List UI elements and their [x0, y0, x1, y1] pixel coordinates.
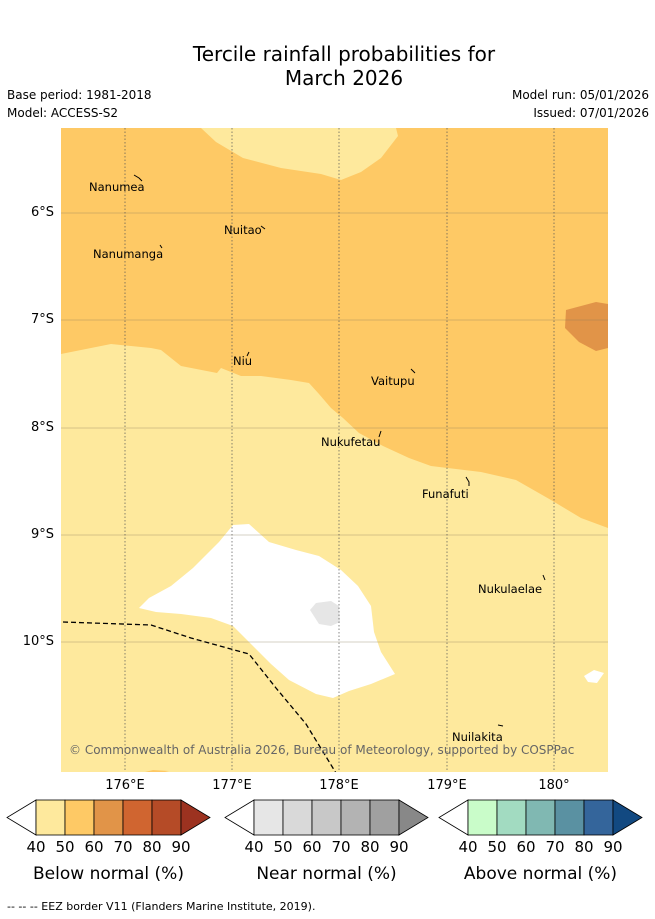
- above-colorbar-bin-70: [554, 799, 585, 836]
- lon-label-178e: 178°E: [319, 778, 359, 793]
- below-colorbar-bin-60: [93, 799, 124, 836]
- lat-label-9s: 9°S: [30, 527, 54, 542]
- above-colorbar-tick-50: 50: [487, 838, 507, 856]
- model-name: Model: ACCESS-S2: [7, 106, 119, 120]
- lon-label-177e: 177°E: [212, 778, 252, 793]
- island-label-vaitupu: Vaitupu: [371, 374, 415, 388]
- lat-label-6s: 6°S: [30, 205, 54, 220]
- longitude-gridlines: [124, 128, 555, 772]
- above-colorbar-tick-90: 90: [603, 838, 623, 856]
- above-colorbar-high-extension: [612, 799, 643, 836]
- near-colorbar-bin-70: [340, 799, 371, 836]
- below-colorbar-tick-40: 40: [26, 838, 46, 856]
- above-colorbar-tick-40: 40: [458, 838, 478, 856]
- island-label-nuilakita: Nuilakita: [452, 730, 503, 744]
- above-normal-colorbar-label: Above normal (%): [463, 864, 618, 884]
- above-colorbar-low-extension: [438, 799, 469, 836]
- above-colorbar-bin-80: [583, 799, 614, 836]
- island-label-niu: Niu: [233, 354, 253, 368]
- above-colorbar-bin-50: [496, 799, 527, 836]
- island-label-nuitao: Nuitao: [224, 223, 262, 237]
- map-panel: [61, 128, 608, 772]
- island-label-nanumanga: Nanumanga: [93, 247, 164, 261]
- above-colorbar-bin-60: [525, 799, 556, 836]
- below-colorbar-low-extension: [6, 799, 37, 836]
- lat-label-8s: 8°S: [30, 420, 54, 435]
- island-label-nukufetau: Nukufetau: [321, 435, 381, 449]
- above-colorbar-tick-70: 70: [545, 838, 565, 856]
- eez-legend-note: -- -- -- EEZ border V11 (Flanders Marine…: [7, 900, 316, 913]
- near-colorbar-bin-40: [253, 799, 284, 836]
- below-colorbar-tick-70: 70: [113, 838, 133, 856]
- near-colorbar-tick-50: 50: [273, 838, 293, 856]
- near-normal-colorbar-label: Near normal (%): [256, 864, 397, 884]
- below-colorbar-tick-90: 90: [171, 838, 191, 856]
- base-period: Base period: 1981-2018: [7, 88, 152, 102]
- below-normal-sliver: [145, 770, 169, 772]
- island-outlines: [133, 174, 546, 727]
- island-label-funafuti: Funafuti: [422, 487, 469, 501]
- copyright-notice: © Commonwealth of Australia 2026, Bureau…: [69, 743, 575, 757]
- below-colorbar-tick-60: 60: [84, 838, 104, 856]
- island-label-nukulaelae: Nukulaelae: [478, 582, 543, 596]
- below-colorbar-bin-50: [64, 799, 95, 836]
- near-colorbar-high-extension: [398, 799, 429, 836]
- eez-border: [62, 621, 337, 772]
- above-colorbar-tick-60: 60: [516, 838, 536, 856]
- near-colorbar-bin-50: [282, 799, 313, 836]
- below-colorbar-tick-80: 80: [142, 838, 162, 856]
- near-colorbar-tick-70: 70: [331, 838, 351, 856]
- island-label-nanumea: Nanumea: [89, 180, 145, 194]
- near-colorbar-tick-90: 90: [389, 838, 409, 856]
- map-title-line2: March 2026: [284, 66, 404, 90]
- above-colorbar-tick-80: 80: [574, 838, 594, 856]
- below-normal-colorbar-label: Below normal (%): [33, 864, 184, 884]
- near-normal-40-50-region: [310, 601, 340, 626]
- below-colorbar-bin-80: [151, 799, 182, 836]
- near-colorbar-bin-60: [311, 799, 342, 836]
- lon-label-179e: 179°E: [427, 778, 467, 793]
- model-run: Model run: 05/01/2026: [511, 88, 649, 102]
- no-dominance-region: [139, 524, 395, 698]
- near-colorbar-bin-80: [369, 799, 400, 836]
- below-normal-60-70-region: [565, 302, 608, 351]
- above-colorbar-bin-40: [467, 799, 498, 836]
- no-dominance-patch-east: [584, 670, 604, 683]
- lat-label-10s: 10°S: [22, 634, 54, 649]
- near-colorbar-tick-80: 80: [360, 838, 380, 856]
- below-colorbar-bin-40: [35, 799, 66, 836]
- near-colorbar-low-extension: [224, 799, 255, 836]
- below-colorbar-bin-70: [122, 799, 153, 836]
- near-colorbar-tick-60: 60: [302, 838, 322, 856]
- lon-label-176e: 176°E: [105, 778, 145, 793]
- below-colorbar-high-extension: [180, 799, 211, 836]
- latitude-gridlines: [61, 212, 608, 643]
- below-colorbar-tick-50: 50: [55, 838, 75, 856]
- lat-label-7s: 7°S: [30, 312, 54, 327]
- issued-date: Issued: 07/01/2026: [533, 106, 649, 120]
- lon-label-180: 180°: [538, 778, 570, 793]
- map-title-line1: Tercile rainfall probabilities for: [192, 42, 496, 66]
- near-colorbar-tick-40: 40: [244, 838, 264, 856]
